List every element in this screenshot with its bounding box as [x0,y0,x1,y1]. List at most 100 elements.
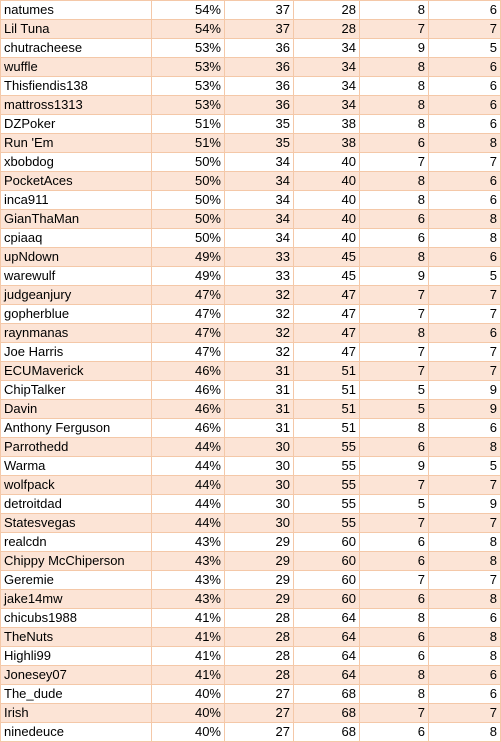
stat-cell: 60 [293,570,360,590]
table-row: The_dude 40% 27 68 8 6 [0,684,501,704]
win-percent: 44% [151,513,225,533]
stat-cell: 6 [428,418,501,438]
stat-cell: 30 [224,437,294,457]
table-row: cpiaaq 50% 34 40 6 8 [0,228,501,248]
stat-cell: 64 [293,627,360,647]
stat-cell: 5 [359,494,429,514]
win-percent: 49% [151,266,225,286]
stat-cell: 8 [359,684,429,704]
player-name: raynmanas [0,323,152,343]
win-percent: 43% [151,589,225,609]
table-row: Highli99 41% 28 64 6 8 [0,646,501,666]
stat-cell: 33 [224,247,294,267]
stat-cell: 60 [293,532,360,552]
stat-cell: 36 [224,76,294,96]
stat-cell: 68 [293,703,360,723]
stat-cell: 9 [359,456,429,476]
stat-cell: 8 [359,57,429,77]
table-row: Geremie 43% 29 60 7 7 [0,570,501,590]
win-percent: 50% [151,228,225,248]
player-name: Chippy McChiperson [0,551,152,571]
stat-cell: 8 [428,589,501,609]
stat-cell: 8 [428,722,501,742]
stat-cell: 68 [293,684,360,704]
table-row: wolfpack 44% 30 55 7 7 [0,475,501,495]
stat-cell: 8 [428,646,501,666]
stat-cell: 5 [428,456,501,476]
player-name: Joe Harris [0,342,152,362]
stat-cell: 6 [428,665,501,685]
table-row: upNdown 49% 33 45 8 6 [0,247,501,267]
stat-cell: 47 [293,285,360,305]
stat-cell: 7 [359,703,429,723]
stat-cell: 31 [224,418,294,438]
stat-cell: 6 [428,608,501,628]
stat-cell: 6 [359,437,429,457]
stat-cell: 28 [224,665,294,685]
table-row: inca911 50% 34 40 8 6 [0,190,501,210]
stat-cell: 55 [293,513,360,533]
stat-cell: 34 [224,171,294,191]
stat-cell: 29 [224,570,294,590]
table-row: ECUMaverick 46% 31 51 7 7 [0,361,501,381]
stat-cell: 45 [293,247,360,267]
table-row: Anthony Ferguson 46% 31 51 8 6 [0,418,501,438]
table-row: Joe Harris 47% 32 47 7 7 [0,342,501,362]
table-row: gopherblue 47% 32 47 7 7 [0,304,501,324]
stat-cell: 8 [428,437,501,457]
stat-cell: 31 [224,361,294,381]
table-row: PocketAces 50% 34 40 8 6 [0,171,501,191]
stat-cell: 9 [428,494,501,514]
win-percent: 41% [151,665,225,685]
win-percent: 43% [151,532,225,552]
stat-cell: 36 [224,38,294,58]
stat-cell: 8 [359,0,429,20]
player-name: GianThaMan [0,209,152,229]
stat-cell: 8 [428,133,501,153]
stat-cell: 8 [428,551,501,571]
stat-cell: 36 [224,57,294,77]
stat-cell: 32 [224,285,294,305]
stat-cell: 9 [359,266,429,286]
win-percent: 51% [151,133,225,153]
player-name: judgeanjury [0,285,152,305]
stat-cell: 8 [428,627,501,647]
stat-cell: 38 [293,133,360,153]
table-row: DZPoker 51% 35 38 8 6 [0,114,501,134]
stat-cell: 64 [293,665,360,685]
win-percent: 50% [151,171,225,191]
win-percent: 46% [151,418,225,438]
player-name: Irish [0,703,152,723]
table-row: jake14mw 43% 29 60 6 8 [0,589,501,609]
stat-cell: 7 [359,342,429,362]
win-percent: 49% [151,247,225,267]
table-row: judgeanjury 47% 32 47 7 7 [0,285,501,305]
table-row: Parrothedd 44% 30 55 6 8 [0,437,501,457]
player-name: Davin [0,399,152,419]
stat-cell: 8 [359,608,429,628]
table-row: Run 'Em 51% 35 38 6 8 [0,133,501,153]
player-name: Warma [0,456,152,476]
table-row: TheNuts 41% 28 64 6 8 [0,627,501,647]
player-name: chutracheese [0,38,152,58]
stat-cell: 9 [359,38,429,58]
stat-cell: 6 [428,76,501,96]
player-name: wolfpack [0,475,152,495]
stat-cell: 40 [293,228,360,248]
stat-cell: 31 [224,399,294,419]
win-percent: 44% [151,456,225,476]
stat-cell: 55 [293,475,360,495]
table-row: Irish 40% 27 68 7 7 [0,703,501,723]
player-name: Jonesey07 [0,665,152,685]
stat-cell: 6 [428,114,501,134]
win-percent: 47% [151,285,225,305]
stat-cell: 35 [224,114,294,134]
win-percent: 44% [151,437,225,457]
stat-cell: 68 [293,722,360,742]
stat-cell: 40 [293,190,360,210]
stat-cell: 31 [224,380,294,400]
win-percent: 47% [151,304,225,324]
win-percent: 50% [151,190,225,210]
stat-cell: 7 [359,152,429,172]
